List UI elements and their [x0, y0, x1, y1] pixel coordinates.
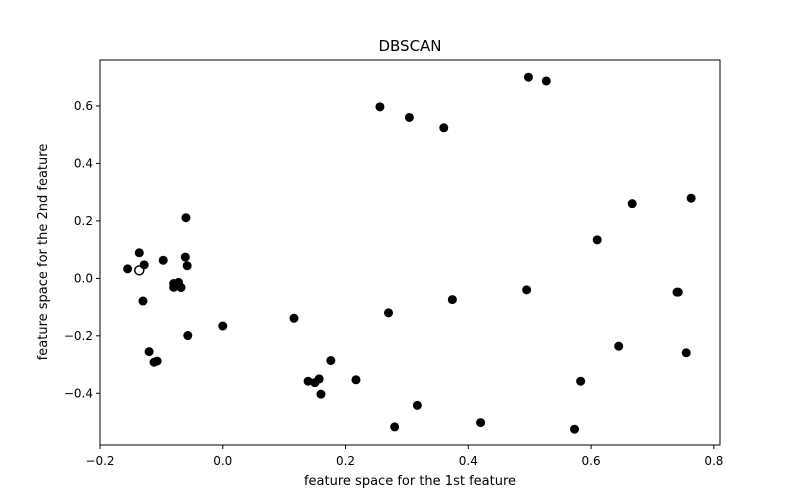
x-tick-label: −0.2 — [85, 454, 114, 468]
data-point — [681, 348, 691, 358]
data-point — [592, 235, 602, 245]
data-point — [614, 341, 624, 351]
y-tick-label: −0.2 — [64, 329, 93, 343]
data-point — [570, 424, 580, 434]
data-point — [390, 422, 400, 432]
data-point — [176, 283, 186, 293]
data-point — [686, 193, 696, 203]
data-point — [522, 285, 532, 295]
x-axis-ticks: −0.2 0.0 0.2 0.4 0.6 0.8 — [85, 445, 723, 468]
y-tick-label: −0.4 — [64, 386, 93, 400]
data-point — [375, 102, 385, 112]
x-tick-label: 0.8 — [704, 454, 723, 468]
data-point — [523, 72, 533, 82]
data-point — [439, 123, 449, 133]
data-point — [447, 295, 457, 305]
x-tick-label: 0.4 — [459, 454, 478, 468]
data-point — [158, 255, 168, 265]
data-point — [412, 400, 422, 410]
x-tick-label: 0.2 — [336, 454, 355, 468]
data-point — [218, 321, 228, 331]
data-point — [144, 347, 154, 357]
data-point — [152, 356, 162, 366]
data-point — [303, 376, 313, 386]
x-tick-label: 0.0 — [213, 454, 232, 468]
plot-frame — [99, 59, 721, 446]
data-point — [627, 199, 637, 209]
data-point — [384, 308, 394, 318]
data-point — [289, 313, 299, 323]
data-point — [351, 375, 361, 385]
data-point — [576, 376, 586, 386]
data-point — [314, 374, 324, 384]
data-point — [181, 213, 191, 223]
points-layer — [123, 72, 696, 434]
data-point — [139, 260, 149, 270]
y-axis-ticks: −0.4 −0.2 0.0 0.2 0.4 0.6 — [64, 99, 100, 400]
y-axis-label: feature space for the 2nd feature — [36, 144, 51, 361]
data-point — [541, 76, 551, 86]
y-tick-label: 0.0 — [74, 271, 93, 285]
x-axis-label: feature space for the 1st feature — [304, 474, 516, 489]
x-tick-label: 0.6 — [582, 454, 601, 468]
data-point — [673, 287, 683, 297]
chart-title: DBSCAN — [378, 37, 441, 55]
data-point — [180, 252, 190, 262]
data-point — [476, 418, 486, 428]
plot-area — [99, 59, 721, 446]
y-tick-label: 0.2 — [74, 214, 93, 228]
data-point — [183, 331, 193, 341]
y-tick-label: 0.6 — [74, 99, 93, 113]
data-point — [123, 264, 133, 274]
data-point — [404, 112, 414, 122]
data-point — [138, 296, 148, 306]
y-tick-label: 0.4 — [74, 156, 93, 170]
data-point — [182, 261, 192, 271]
data-point — [134, 248, 144, 258]
data-point — [326, 356, 336, 366]
data-point — [316, 389, 326, 399]
